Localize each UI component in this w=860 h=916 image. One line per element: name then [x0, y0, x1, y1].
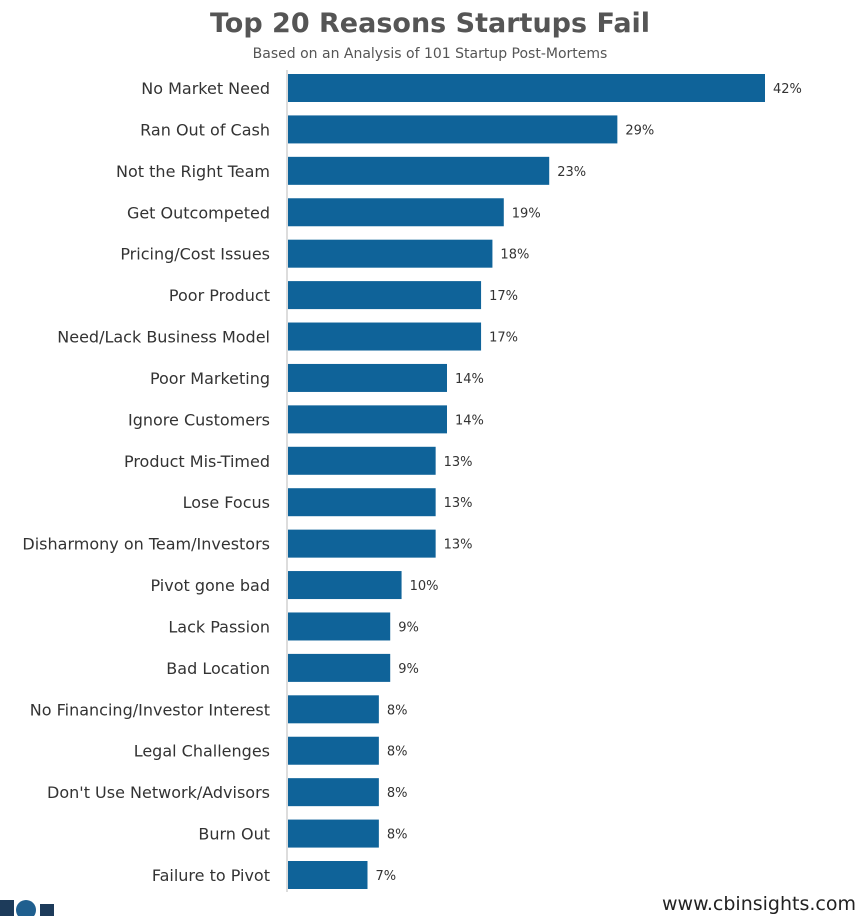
- value-label: 17%: [489, 289, 518, 304]
- value-label: 14%: [455, 372, 484, 387]
- bar: [288, 281, 482, 310]
- category-label: Not the Right Team: [116, 162, 270, 181]
- bar: [288, 446, 436, 475]
- value-label: 18%: [500, 248, 529, 263]
- category-label: Ignore Customers: [128, 410, 270, 429]
- bar: [288, 239, 493, 268]
- footer-url: www.cbinsights.com: [662, 893, 856, 915]
- category-label: Product Mis-Timed: [124, 452, 270, 471]
- category-label: Lose Focus: [183, 493, 270, 512]
- bar: [288, 405, 447, 434]
- value-label: 17%: [489, 331, 518, 346]
- bar: [288, 198, 504, 227]
- value-label: 13%: [444, 496, 473, 511]
- value-label: 13%: [444, 538, 473, 553]
- category-label: Poor Product: [169, 286, 270, 305]
- value-label: 7%: [376, 869, 397, 884]
- category-label: Get Outcompeted: [127, 203, 270, 222]
- category-label: Need/Lack Business Model: [57, 328, 270, 347]
- value-label: 13%: [444, 455, 473, 470]
- category-label: Ran Out of Cash: [140, 120, 270, 139]
- category-label: Failure to Pivot: [152, 866, 270, 885]
- bar: [288, 74, 765, 102]
- category-label: Burn Out: [198, 825, 270, 844]
- category-label: Disharmony on Team/Investors: [22, 535, 270, 554]
- category-label: Don't Use Network/Advisors: [47, 783, 270, 802]
- category-label: Bad Location: [166, 659, 270, 678]
- bar: [288, 778, 379, 807]
- bar: [288, 736, 379, 765]
- bar: [288, 819, 379, 848]
- category-label: Legal Challenges: [134, 742, 270, 761]
- category-label: Lack Passion: [168, 617, 270, 636]
- bar: [288, 612, 391, 641]
- chart-subtitle: Based on an Analysis of 101 Startup Post…: [252, 46, 608, 62]
- cb-insights-logo: [0, 900, 54, 916]
- value-label: 9%: [398, 662, 419, 677]
- bar: [288, 115, 618, 144]
- category-label: Pricing/Cost Issues: [120, 245, 270, 264]
- bar: [288, 861, 368, 889]
- category-label: No Market Need: [141, 79, 270, 98]
- bar: [288, 695, 379, 724]
- value-label: 9%: [398, 620, 419, 635]
- value-label: 10%: [410, 579, 439, 594]
- chart-title: Top 20 Reasons Startups Fail: [209, 8, 651, 39]
- bar: [288, 322, 482, 351]
- category-label: No Financing/Investor Interest: [30, 700, 270, 719]
- value-label: 14%: [455, 413, 484, 428]
- bar: [288, 156, 550, 185]
- value-label: 8%: [387, 828, 408, 843]
- bar: [288, 653, 391, 682]
- value-label: 8%: [387, 745, 408, 760]
- bar: [288, 488, 436, 517]
- value-label: 23%: [557, 165, 586, 180]
- value-label: 19%: [512, 206, 541, 221]
- bar: [288, 363, 447, 392]
- category-label: Pivot gone bad: [151, 576, 271, 595]
- category-label: Poor Marketing: [150, 369, 270, 388]
- bar: [288, 529, 436, 558]
- bar: [288, 571, 402, 600]
- value-label: 8%: [387, 703, 408, 718]
- value-label: 42%: [773, 82, 802, 97]
- value-label: 29%: [625, 123, 654, 138]
- value-label: 8%: [387, 786, 408, 801]
